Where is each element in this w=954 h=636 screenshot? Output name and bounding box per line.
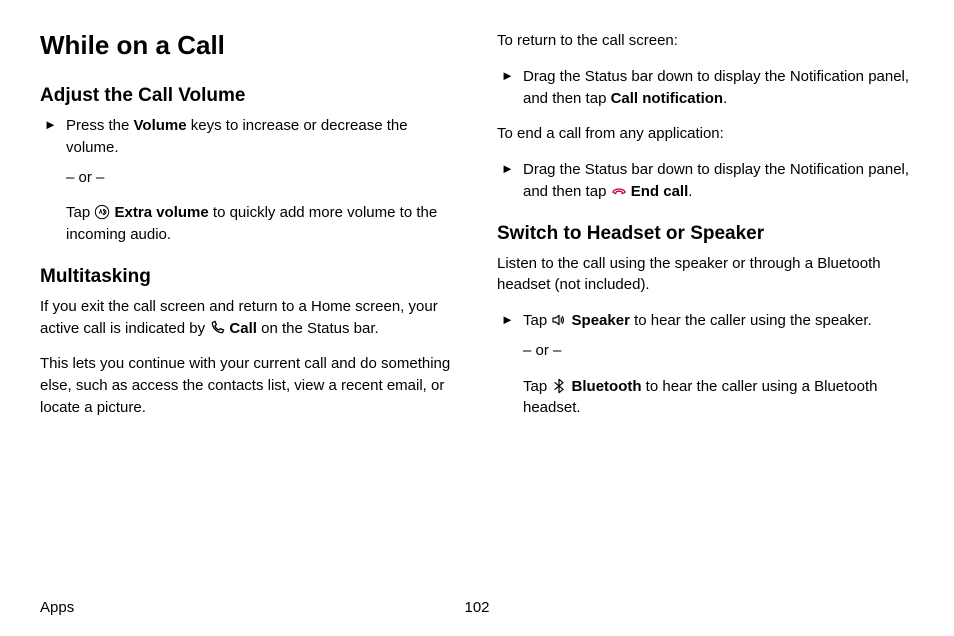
headset-speaker-p1: Listen to the call using the speaker or …	[497, 253, 914, 297]
section-headset-speaker-heading: Switch to Headset or Speaker	[497, 223, 914, 245]
call-icon	[209, 320, 225, 336]
section-multitasking-heading: Multitasking	[40, 266, 457, 288]
bullet-marker: ►	[501, 66, 523, 87]
bullet-item: ► Tap Speaker to hear the caller using t…	[497, 310, 914, 332]
return-call-text: To return to the call screen:	[497, 30, 914, 52]
footer-page-number: 102	[464, 599, 489, 616]
or-text: – or –	[497, 340, 914, 362]
right-column: To return to the call screen: ► Drag the…	[497, 30, 914, 433]
bullet-text: Drag the Status bar down to display the …	[523, 159, 914, 203]
bullet-text: Drag the Status bar down to display the …	[523, 66, 914, 110]
end-call-text: To end a call from any application:	[497, 123, 914, 145]
speaker-icon	[551, 312, 567, 328]
extra-volume-icon	[94, 204, 110, 220]
bullet-marker: ►	[44, 115, 66, 136]
page-title: While on a Call	[40, 30, 457, 61]
footer-section-label: Apps	[40, 599, 74, 616]
bullet-item: ► Press the Volume keys to increase or d…	[40, 115, 457, 159]
left-column: While on a Call Adjust the Call Volume ►…	[40, 30, 457, 433]
multitasking-p1: If you exit the call screen and return t…	[40, 296, 457, 340]
bullet-text: Press the Volume keys to increase or dec…	[66, 115, 457, 159]
page-footer: Apps 102	[40, 599, 914, 616]
bluetooth-text: Tap Bluetooth to hear the caller using a…	[497, 376, 914, 420]
extra-volume-text: Tap Extra volume to quickly add more vol…	[40, 202, 457, 246]
bullet-text: Tap Speaker to hear the caller using the…	[523, 310, 914, 332]
bullet-item: ► Drag the Status bar down to display th…	[497, 66, 914, 110]
bullet-marker: ►	[501, 310, 523, 331]
or-text: – or –	[40, 167, 457, 189]
bullet-marker: ►	[501, 159, 523, 180]
bluetooth-icon	[551, 378, 567, 394]
multitasking-p2: This lets you continue with your current…	[40, 353, 457, 418]
section-adjust-volume-heading: Adjust the Call Volume	[40, 85, 457, 107]
end-call-icon	[611, 183, 627, 199]
two-column-layout: While on a Call Adjust the Call Volume ►…	[40, 30, 914, 433]
bullet-item: ► Drag the Status bar down to display th…	[497, 159, 914, 203]
